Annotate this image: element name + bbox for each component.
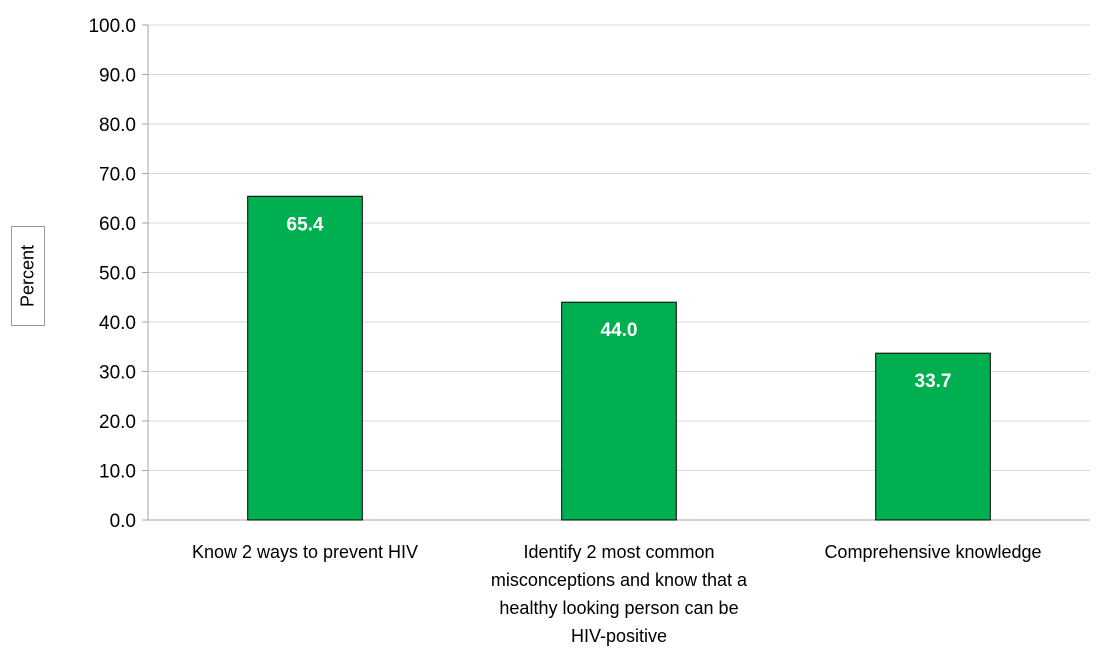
bar-1 [247, 195, 363, 521]
x-category-label-3: Comprehensive knowledge [824, 542, 1041, 562]
x-category-label-line: misconceptions and know that a [491, 570, 748, 590]
x-category-label-line: Identify 2 most common [523, 542, 714, 562]
x-axis-labels: Know 2 ways to prevent HIV Identify 2 mos… [192, 542, 1042, 646]
x-category-label-1: Know 2 ways to prevent HIV [192, 542, 418, 562]
y-tick-label: 80.0 [99, 115, 136, 136]
y-tick-label: 30.0 [99, 363, 136, 384]
y-axis-title-box: Percent [11, 226, 45, 326]
y-tick-label: 70.0 [99, 165, 136, 186]
x-category-label-line: HIV-positive [571, 626, 667, 646]
data-labels: 65.4 44.0 33.7 [287, 214, 952, 392]
x-category-label-line: healthy looking person can be [499, 598, 738, 618]
bar-2 [561, 301, 677, 521]
y-axis-ticks: 0.0 10.0 20.0 30.0 40.0 50.0 60.0 70.0 80.0 90.0 1… [88, 16, 148, 532]
y-tick-label: 40.0 [99, 313, 136, 334]
x-category-label-line: Know 2 ways to prevent HIV [192, 542, 418, 562]
y-tick-label: 10.0 [99, 462, 136, 483]
y-tick-label: 20.0 [99, 412, 136, 433]
y-tick-label: 50.0 [99, 264, 136, 285]
y-tick-label: 90.0 [99, 66, 136, 87]
y-tick-label: 100.0 [88, 16, 136, 37]
data-label-2: 44.0 [601, 320, 638, 341]
y-tick-label: 0.0 [110, 511, 136, 532]
y-axis-title: Percent [17, 244, 38, 308]
y-tick-label: 60.0 [99, 214, 136, 235]
data-label-3: 33.7 [915, 371, 952, 392]
data-label-1: 65.4 [287, 214, 324, 235]
x-category-label-2: Identify 2 most common misconceptions and… [491, 542, 748, 646]
bars [247, 195, 991, 521]
x-category-label-line: Comprehensive knowledge [824, 542, 1041, 562]
bar-3 [875, 352, 991, 521]
